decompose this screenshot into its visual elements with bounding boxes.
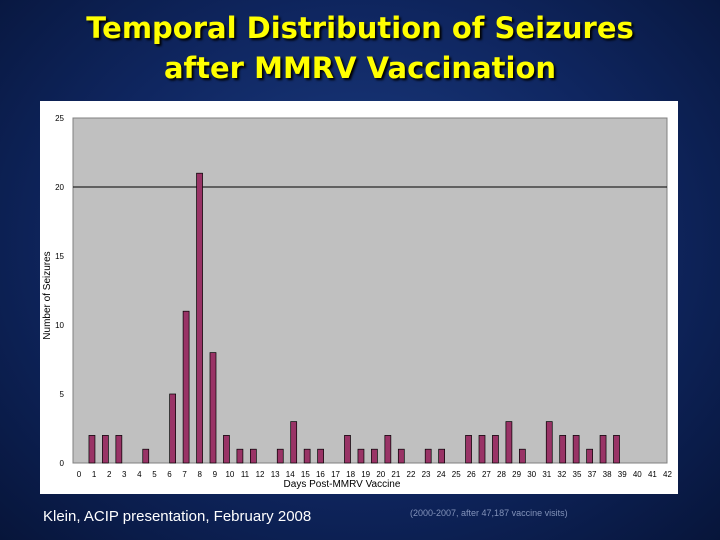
x-tick-label: 27 [482, 470, 491, 479]
bar-day-3 [115, 435, 123, 464]
x-tick-label: 21 [391, 470, 400, 479]
x-tick-label: 16 [316, 470, 325, 479]
x-tick-label: 23 [422, 470, 431, 479]
y-tick-label: 20 [55, 183, 64, 192]
x-tick-label: 2 [107, 470, 112, 479]
bar-day-22 [371, 448, 378, 464]
bar-day-27 [438, 448, 445, 464]
bar-day-5 [142, 448, 150, 464]
x-tick-label: 25 [452, 470, 461, 479]
x-tick-label: 3 [122, 470, 127, 479]
x-tick-label: 10 [225, 470, 234, 479]
x-tick-label: 7 [182, 470, 187, 479]
bar-day-29 [465, 435, 472, 464]
y-tick-label: 15 [55, 252, 64, 261]
y-axis-label: Number of Seizures [42, 251, 53, 339]
x-tick-label: 11 [241, 470, 250, 479]
bar-day-7 [169, 393, 176, 464]
x-tick-label: 30 [527, 470, 536, 479]
x-tick-label: 29 [512, 470, 521, 479]
bar-day-36 [559, 435, 567, 464]
bar-day-39 [599, 435, 607, 464]
x-tick-label: 42 [663, 470, 672, 479]
x-tick-label: 38 [603, 470, 612, 479]
x-tick-label: 4 [137, 470, 142, 479]
bar-day-35 [545, 421, 553, 464]
x-tick-label: 39 [618, 470, 627, 479]
bar-day-21 [357, 448, 365, 464]
bar-day-18 [317, 448, 324, 464]
slide-title: Temporal Distribution of Seizures after … [0, 8, 720, 88]
x-tick-label: 32 [557, 470, 566, 479]
bar-day-9 [196, 172, 203, 464]
bar-day-17 [303, 448, 311, 464]
bar-day-12 [236, 448, 244, 464]
x-tick-label: 17 [331, 470, 340, 479]
x-tick-label: 18 [346, 470, 355, 479]
bar-day-32 [505, 421, 513, 464]
bar-day-1 [88, 435, 96, 464]
x-tick-label: 5 [152, 470, 157, 479]
bar-day-11 [223, 435, 230, 464]
plot-area [72, 117, 668, 464]
x-tick-label: 15 [301, 470, 310, 479]
bar-day-24 [397, 448, 405, 464]
bar-day-30 [478, 435, 486, 464]
x-tick-label: 24 [437, 470, 446, 479]
bar-day-15 [276, 448, 284, 464]
bar-day-10 [209, 352, 217, 464]
x-tick-label: 8 [197, 470, 202, 479]
x-tick-label: 37 [588, 470, 597, 479]
bar-day-16 [290, 421, 298, 464]
x-tick-label: 35 [573, 470, 582, 479]
bar-day-31 [492, 435, 499, 464]
x-tick-label: 1 [92, 470, 97, 479]
x-tick-label: 14 [286, 470, 295, 479]
bar-day-13 [250, 448, 257, 464]
bar-day-20 [344, 435, 351, 464]
slide-title-line2: after MMRV Vaccination [163, 51, 557, 85]
bar-day-40 [613, 435, 620, 464]
chart-panel: 0 5 10 15 20 25 Number of Seizures 0 1 2 3 4 5 6 7 8 9 10… [40, 101, 678, 494]
slide-title-line1: Temporal Distribution of Seizures [86, 11, 634, 45]
x-tick-label: 22 [407, 470, 416, 479]
x-tick-label: 31 [542, 470, 551, 479]
x-tick-label: 20 [376, 470, 385, 479]
x-tick-label: 9 [213, 470, 218, 479]
x-tick-label: 6 [167, 470, 172, 479]
y-tick-label: 10 [55, 321, 64, 330]
x-tick-label: 28 [497, 470, 506, 479]
x-tick-label: 41 [648, 470, 657, 479]
bar-day-38 [586, 448, 593, 464]
bar-day-23 [384, 435, 392, 464]
x-tick-label: 0 [77, 470, 82, 479]
x-tick-label: 13 [271, 470, 280, 479]
bar-day-26 [424, 448, 432, 464]
y-tick-label: 0 [60, 459, 65, 468]
x-axis-label: Days Post-MMRV Vaccine [284, 479, 401, 490]
y-tick-label: 25 [55, 114, 64, 123]
x-tick-label: 19 [361, 470, 370, 479]
footer-note: (2000-2007, after 47,187 vaccine visits) [410, 508, 568, 518]
x-tick-label: 26 [467, 470, 476, 479]
bar-day-2 [102, 435, 109, 464]
bar-day-33 [519, 448, 526, 464]
x-tick-label: 40 [633, 470, 642, 479]
footer-citation: Klein, ACIP presentation, February 2008 [43, 508, 312, 525]
bar-day-37 [572, 435, 580, 464]
y-tick-label: 5 [60, 390, 65, 399]
x-tick-label: 12 [256, 470, 265, 479]
bar-day-8 [182, 310, 190, 464]
